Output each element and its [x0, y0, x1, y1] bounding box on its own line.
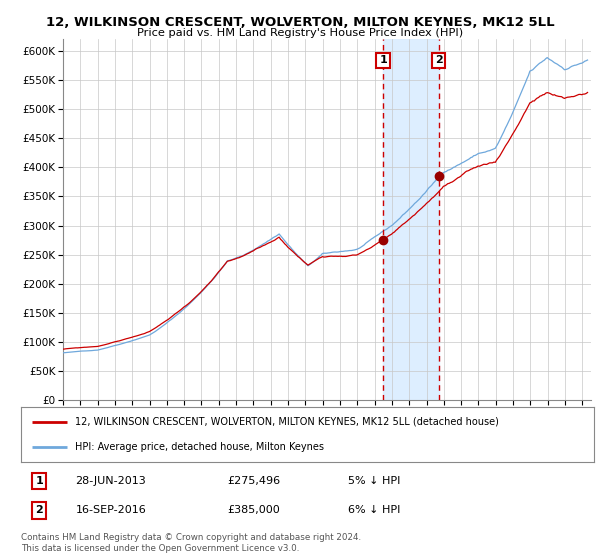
- Bar: [383, 39, 439, 400]
- Text: 12, WILKINSON CRESCENT, WOLVERTON, MILTON KEYNES, MK12 5LL (detached house): 12, WILKINSON CRESCENT, WOLVERTON, MILTO…: [76, 417, 499, 427]
- Text: 6% ↓ HPI: 6% ↓ HPI: [347, 505, 400, 515]
- Text: 12, WILKINSON CRESCENT, WOLVERTON, MILTON KEYNES, MK12 5LL: 12, WILKINSON CRESCENT, WOLVERTON, MILTO…: [46, 16, 554, 29]
- Text: HPI: Average price, detached house, Milton Keynes: HPI: Average price, detached house, Milt…: [76, 442, 325, 452]
- Text: 2: 2: [35, 505, 43, 515]
- Text: 28-JUN-2013: 28-JUN-2013: [76, 476, 146, 486]
- Text: £385,000: £385,000: [227, 505, 280, 515]
- Text: 16-SEP-2016: 16-SEP-2016: [76, 505, 146, 515]
- Text: £275,496: £275,496: [227, 476, 280, 486]
- Text: 1: 1: [35, 476, 43, 486]
- Text: 1: 1: [379, 55, 387, 66]
- Text: 5% ↓ HPI: 5% ↓ HPI: [347, 476, 400, 486]
- Text: Price paid vs. HM Land Registry's House Price Index (HPI): Price paid vs. HM Land Registry's House …: [137, 28, 463, 38]
- Text: 2: 2: [435, 55, 443, 66]
- Text: Contains HM Land Registry data © Crown copyright and database right 2024.
This d: Contains HM Land Registry data © Crown c…: [21, 533, 361, 553]
